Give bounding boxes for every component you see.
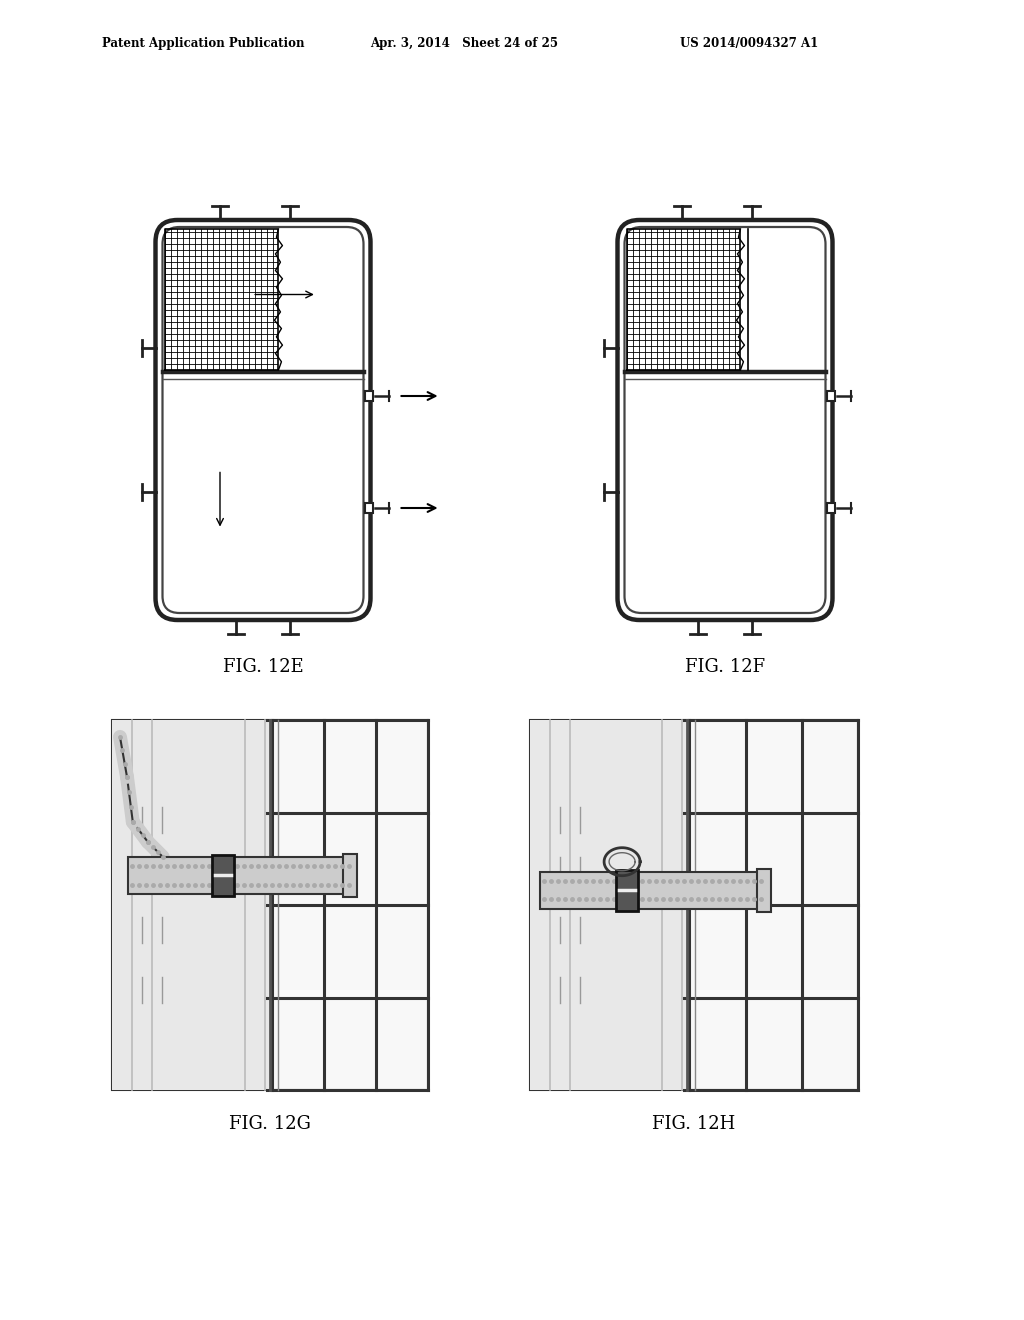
Text: FIG. 12H: FIG. 12H [652,1115,735,1133]
Bar [540,871,769,908]
Bar [365,503,373,513]
Bar [530,719,858,1090]
Bar [758,869,771,912]
Bar [826,503,835,513]
Text: Apr. 3, 2014   Sheet 24 of 25: Apr. 3, 2014 Sheet 24 of 25 [370,37,558,50]
Bar [212,855,234,896]
Bar [112,719,428,1090]
Text: FIG. 12F: FIG. 12F [685,657,765,676]
Text: FIG. 12E: FIG. 12E [222,657,303,676]
Bar [530,719,687,1090]
Text: FIG. 12G: FIG. 12G [229,1115,311,1133]
Text: Patent Application Publication: Patent Application Publication [102,37,304,50]
Bar [128,857,355,894]
Bar [112,719,270,1090]
Text: US 2014/0094327 A1: US 2014/0094327 A1 [680,37,818,50]
Bar [826,391,835,401]
Bar [343,854,357,896]
Bar [365,391,373,401]
Bar [616,870,638,911]
